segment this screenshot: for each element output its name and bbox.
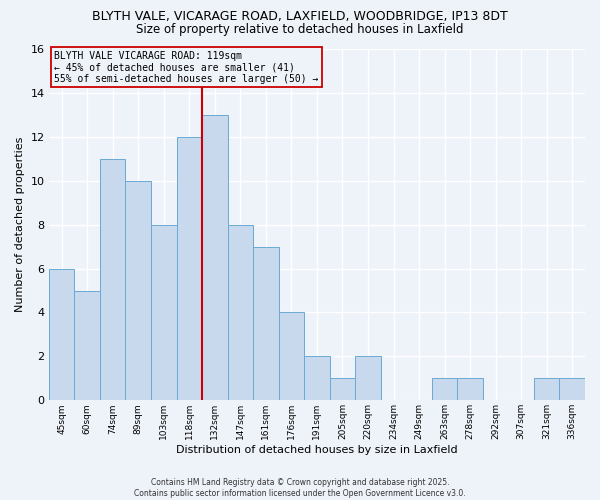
Bar bbox=[74, 290, 100, 401]
Bar bbox=[176, 137, 202, 400]
Text: BLYTH VALE, VICARAGE ROAD, LAXFIELD, WOODBRIDGE, IP13 8DT: BLYTH VALE, VICARAGE ROAD, LAXFIELD, WOO… bbox=[92, 10, 508, 23]
Bar bbox=[432, 378, 457, 400]
Bar bbox=[304, 356, 329, 401]
Bar bbox=[49, 268, 74, 400]
Bar bbox=[125, 180, 151, 400]
Text: Size of property relative to detached houses in Laxfield: Size of property relative to detached ho… bbox=[136, 22, 464, 36]
Text: Contains HM Land Registry data © Crown copyright and database right 2025.
Contai: Contains HM Land Registry data © Crown c… bbox=[134, 478, 466, 498]
Bar bbox=[253, 246, 278, 400]
Text: BLYTH VALE VICARAGE ROAD: 119sqm
← 45% of detached houses are smaller (41)
55% o: BLYTH VALE VICARAGE ROAD: 119sqm ← 45% o… bbox=[54, 51, 319, 84]
Bar bbox=[278, 312, 304, 400]
Bar bbox=[355, 356, 381, 401]
Bar bbox=[202, 115, 227, 401]
Y-axis label: Number of detached properties: Number of detached properties bbox=[15, 137, 25, 312]
X-axis label: Distribution of detached houses by size in Laxfield: Distribution of detached houses by size … bbox=[176, 445, 458, 455]
Bar bbox=[329, 378, 355, 400]
Bar bbox=[534, 378, 559, 400]
Bar bbox=[100, 159, 125, 400]
Bar bbox=[151, 224, 176, 400]
Bar bbox=[559, 378, 585, 400]
Bar bbox=[227, 224, 253, 400]
Bar bbox=[457, 378, 483, 400]
